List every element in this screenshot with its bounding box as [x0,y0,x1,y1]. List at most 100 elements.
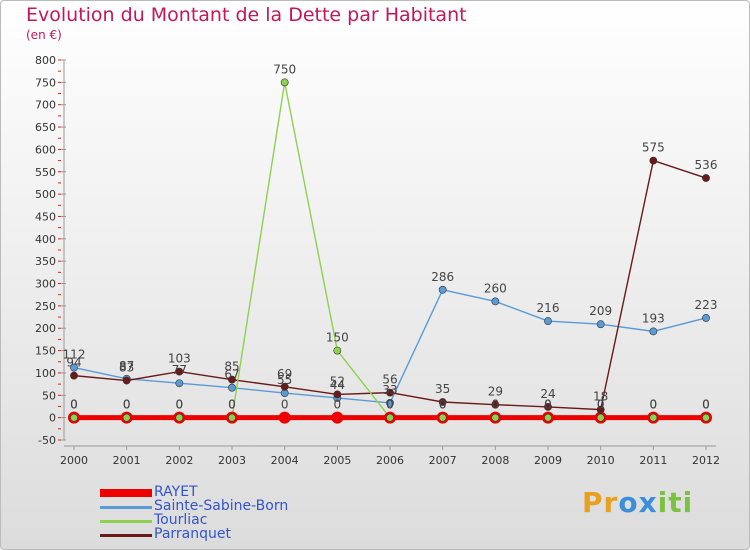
data-label: 223 [695,298,718,312]
legend-label: Sainte-Sabine-Born [154,498,289,514]
data-point [386,413,394,422]
rayet-point [331,411,344,424]
data-point [70,363,78,372]
data-label: 209 [589,304,612,318]
data-point [649,156,658,165]
data-label: 0 [650,398,658,412]
data-label: 44 [330,378,345,392]
data-label: 52 [330,374,345,388]
data-point [438,285,447,294]
x-tick-label: 2012 [692,454,720,467]
y-tick-label: 700 [35,99,56,112]
data-label: 193 [642,311,665,325]
data-label: 0 [597,398,605,412]
y-tick-label: 250 [35,300,56,313]
data-label: 77 [172,363,187,377]
y-tick-label: 200 [35,322,56,335]
y-tick-label: 300 [35,278,56,291]
data-point [122,376,131,385]
data-point [702,174,710,182]
data-label: 0 [176,398,184,412]
data-point [228,383,236,392]
y-tick-label: 50 [42,389,56,402]
data-label: 67 [224,368,239,382]
data-label: 33 [382,383,397,397]
data-point [649,413,658,422]
data-label: 55 [277,373,292,387]
data-point [228,375,236,384]
data-label: 85 [224,360,239,374]
data-point [544,317,552,325]
logo-letter: i [657,486,669,519]
legend-label: RAYET [154,484,198,500]
data-point [70,371,78,380]
data-point [544,403,552,411]
logo-letter: t [668,486,683,519]
legend-swatch [100,506,152,509]
x-tick-label: 2002 [165,454,193,467]
data-label: 0 [281,398,289,412]
data-point [649,327,658,336]
data-label: 0 [176,398,184,412]
data-point [333,346,342,355]
data-label: 29 [488,385,503,399]
data-label: 0 [702,398,710,412]
data-label: 750 [273,62,296,76]
chart-title: Evolution du Montant de la Dette par Hab… [26,4,467,26]
data-point [386,388,394,397]
data-point [596,405,605,414]
data-label: 18 [593,390,608,404]
data-label: 83 [119,361,134,375]
x-tick-label: 2005 [323,454,351,467]
x-tick-label: 2003 [218,454,246,467]
data-point [386,398,394,407]
logo-letter: o [618,486,639,519]
legend-label: Tourliac [154,512,208,528]
rayet-point [278,411,291,424]
data-point [175,413,184,422]
x-tick-label: 2008 [481,454,509,467]
data-label: 150 [326,331,349,345]
data-point [333,390,342,399]
x-tick-label: 2009 [534,454,562,467]
data-label: 0 [123,398,131,412]
data-point [438,413,447,422]
x-tick-label: 2001 [113,454,141,467]
x-tick-label: 2007 [429,454,457,467]
y-tick-label: -50 [38,434,56,447]
y-tick-label: 500 [35,188,56,201]
data-point [491,400,500,409]
data-point [280,382,289,391]
x-tick-label: 2004 [271,454,299,467]
data-point [544,413,552,422]
data-point [596,320,605,329]
data-label: 56 [382,373,397,387]
data-point [702,413,710,422]
y-tick-label: 550 [35,166,56,179]
data-label: 0 [597,398,605,412]
y-tick-label: 650 [35,121,56,134]
data-label: 0 [439,398,447,412]
data-label: 0 [228,398,236,412]
data-label: 216 [537,301,560,315]
unit-label: (en €) [26,28,62,42]
data-label: 112 [63,348,86,362]
data-point [491,297,500,306]
data-label: 0 [702,398,710,412]
data-label: 286 [431,270,454,284]
logo-letter: r [603,486,619,519]
data-point [122,413,131,422]
data-label: 0 [544,398,552,412]
legend-label: Parranquet [154,526,231,542]
data-point [702,314,710,322]
data-label: 0 [386,398,394,412]
data-label: 35 [435,382,450,396]
data-point [175,379,184,388]
data-label: 0 [492,398,500,412]
y-tick-label: 100 [35,367,56,380]
logo-letter: P [582,486,604,519]
x-tick-label: 2011 [639,454,667,467]
legend-swatch [100,489,152,497]
data-label: 87 [119,359,134,373]
x-tick-label: 2010 [587,454,615,467]
